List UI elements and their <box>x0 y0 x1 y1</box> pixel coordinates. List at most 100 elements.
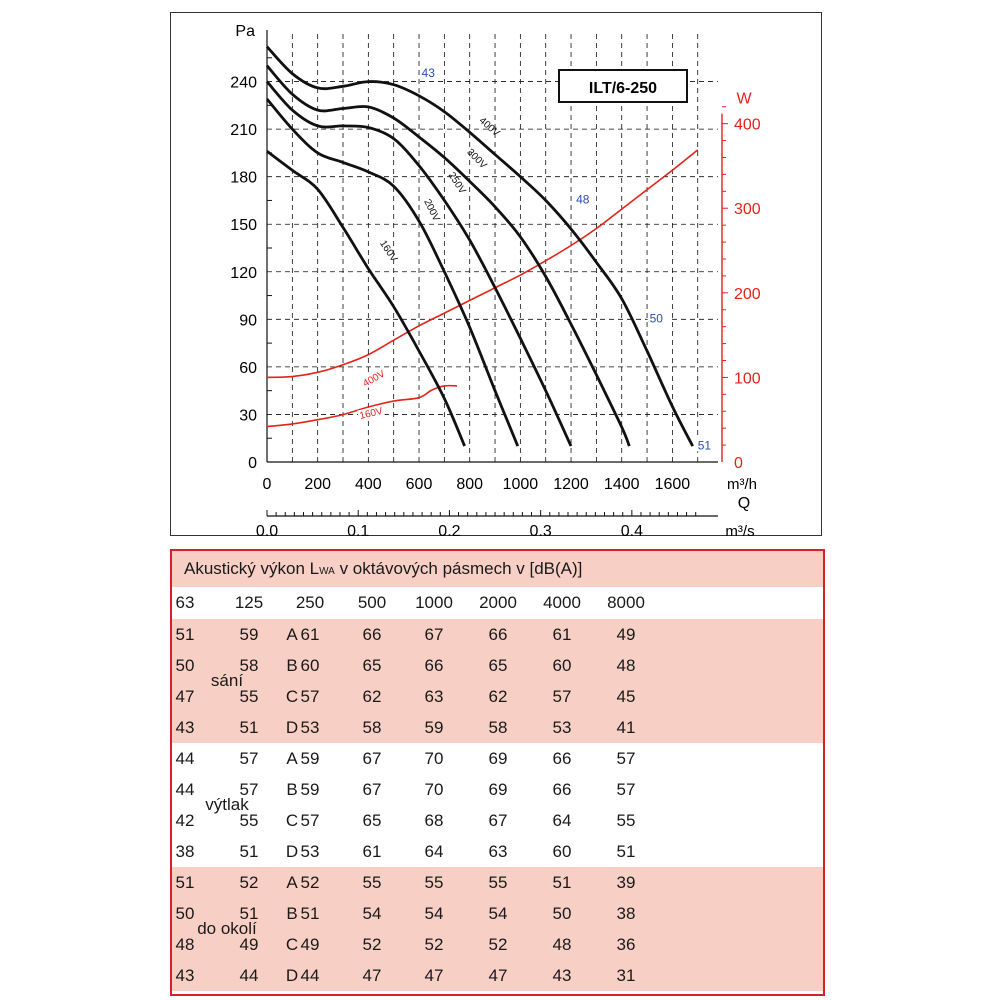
noise-marker-bg <box>695 437 718 452</box>
y-tick-label: 90 <box>239 312 257 329</box>
table-cell: 48 <box>552 935 572 954</box>
table-cell: 51 <box>175 873 195 892</box>
table-cell: 55 <box>488 873 508 892</box>
table-cell: 51 <box>239 904 259 923</box>
fan-curve-chart: 0 30 60 90 120 150 180 210 240 Pa 0 100 200 300 400 W 0 2… <box>170 12 822 537</box>
table-title-subscript: WA <box>319 566 335 577</box>
table-cell: 44 <box>175 780 195 799</box>
table-cell: 42 <box>175 811 195 830</box>
table-cell: 60 <box>552 656 572 675</box>
x-tick-label: 400 <box>355 476 382 493</box>
table-cell: 47 <box>175 687 195 706</box>
y-right-tick-label: 100 <box>734 370 761 387</box>
table-cell: 51 <box>552 873 572 892</box>
pressure-curve-label: 300V <box>464 147 489 172</box>
octave-band-header: 63 125 250 500 1000 2000 4000 8000 <box>172 587 823 619</box>
table-cell: 51 <box>300 904 320 923</box>
table-cell: 58 <box>488 718 508 737</box>
pressure-curve-label: 400V <box>477 115 502 139</box>
table-cell: 53 <box>552 718 572 737</box>
power-label-bg <box>359 367 388 390</box>
x-tick-label: 600 <box>406 476 433 493</box>
table-cell: 65 <box>362 811 382 830</box>
x-tick-label: 200 <box>304 476 331 493</box>
table-cell: 59 <box>239 625 259 644</box>
table-cell: 48 <box>616 656 636 675</box>
table-cell: 67 <box>488 811 508 830</box>
y-right-tick-label: 200 <box>734 286 761 303</box>
noise-marker-bg <box>419 64 442 79</box>
table-cell: 55 <box>239 687 259 706</box>
pressure-curve-400v <box>265 45 694 447</box>
table-cell: 70 <box>424 749 444 768</box>
y-tick-label: 180 <box>230 170 257 187</box>
table-cell: 39 <box>616 873 636 892</box>
pressure-curve-200v <box>265 98 520 447</box>
table-cell: 47 <box>424 966 444 985</box>
noise-marker-label: 43 <box>422 66 436 80</box>
table-title-post: v oktávových pásmech v [dB(A)] <box>334 559 583 578</box>
band-header-8000: 8000 <box>607 593 645 612</box>
x-tick-label: 0 <box>263 476 272 493</box>
table-row: B 44 57 59 67 70 69 66 57 <box>172 774 823 805</box>
row-group-label: do okolí <box>197 919 257 938</box>
table-cell: 44 <box>239 966 259 985</box>
x-tick-label: 1000 <box>503 476 539 493</box>
noise-marker-label: 48 <box>576 193 590 207</box>
table-cell: 65 <box>362 656 382 675</box>
row-letter: D <box>285 842 299 861</box>
table-cell: 52 <box>300 873 320 892</box>
x-unit-label: m³/h <box>727 476 757 493</box>
table-row: C 42 55 57 65 68 67 64 55 <box>172 805 823 836</box>
y-tick-label: 210 <box>230 122 257 139</box>
power-label-bg <box>357 404 385 422</box>
table-row: B 50 51 51 54 54 54 50 38 <box>172 898 823 929</box>
table-cell: 55 <box>424 873 444 892</box>
secondary-x-tick-label: 0.1 <box>347 523 369 537</box>
row-letter: B <box>286 656 298 675</box>
table-row: D 43 44 44 47 47 47 43 31 <box>172 960 823 991</box>
table-cell: 67 <box>424 625 444 644</box>
table-cell: 57 <box>300 811 320 830</box>
x-tick-label: 1400 <box>604 476 640 493</box>
table-cell: 70 <box>424 780 444 799</box>
table-cell: 53 <box>300 842 320 861</box>
table-cell: 55 <box>362 873 382 892</box>
pressure-curve-label: 160V <box>377 239 399 265</box>
table-row: C 47 55 57 62 63 62 57 45 <box>172 681 823 712</box>
table-cell: 47 <box>488 966 508 985</box>
table-cell: 43 <box>552 966 572 985</box>
table-cell: 47 <box>362 966 382 985</box>
table-cell: 61 <box>300 625 320 644</box>
secondary-x-unit-label: m³/s <box>725 523 754 537</box>
row-group: do okolí A 51 52 52 55 55 55 51 39 B 50 51 51 54 54 54 50… <box>172 867 823 991</box>
x-tick-label: 1600 <box>655 476 691 493</box>
noise-marker-label: 51 <box>698 438 712 452</box>
acoustic-power-table: Akustický výkon LWA v oktávových pásmech… <box>170 549 825 996</box>
table-cell: 63 <box>424 687 444 706</box>
pressure-curve-label: 200V <box>421 198 441 224</box>
table-cell: 41 <box>616 718 636 737</box>
table-row: B 50 58 60 65 66 65 60 48 <box>172 650 823 681</box>
row-letter: A <box>286 625 298 644</box>
table-cell: 67 <box>362 749 382 768</box>
row-letter: A <box>286 749 298 768</box>
table-cell: 50 <box>552 904 572 923</box>
table-cell: 61 <box>362 842 382 861</box>
table-cell: 51 <box>239 842 259 861</box>
table-cell: 59 <box>300 749 320 768</box>
power-curve-label: 160V <box>359 406 385 422</box>
table-cell: 64 <box>424 842 444 861</box>
row-letter: B <box>286 904 298 923</box>
table-title-pre: Akustický výkon L <box>184 559 320 578</box>
table-cell: 66 <box>488 625 508 644</box>
table-cell: 54 <box>424 904 444 923</box>
table-cell: 45 <box>616 687 636 706</box>
table-cell: 60 <box>300 656 320 675</box>
y-right-tick-label: 300 <box>734 201 761 218</box>
y-right-tick-label: 0 <box>734 455 743 472</box>
band-header-2000: 2000 <box>479 593 517 612</box>
table-cell: 51 <box>239 718 259 737</box>
band-header-1000: 1000 <box>415 593 453 612</box>
table-cell: 44 <box>300 966 320 985</box>
